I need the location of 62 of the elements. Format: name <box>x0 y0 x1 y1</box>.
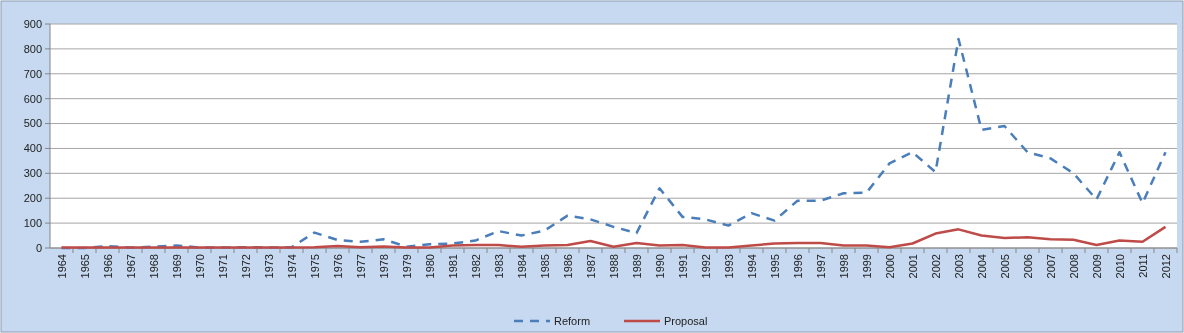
x-tick-label: 1984 <box>515 254 528 279</box>
y-tick-label: 900 <box>23 17 42 30</box>
x-tick-label: 2003 <box>952 254 965 279</box>
x-tick-label: 1969 <box>170 254 183 279</box>
x-tick-label: 1968 <box>147 254 160 279</box>
x-tick-label: 1965 <box>78 254 91 279</box>
y-tick-label: 200 <box>23 192 42 205</box>
legend-label: Proposal <box>664 314 708 327</box>
x-tick-label: 2007 <box>1044 254 1057 279</box>
x-tick-label: 1982 <box>469 254 482 279</box>
x-tick-label: 1981 <box>446 254 459 279</box>
x-tick-label: 2008 <box>1067 254 1080 279</box>
x-tick-label: 1964 <box>55 254 68 279</box>
x-tick-label: 1990 <box>653 254 666 279</box>
x-tick-label: 1983 <box>492 254 505 279</box>
x-tick-label: 1973 <box>262 254 275 279</box>
x-tick-label: 2010 <box>1113 254 1126 279</box>
x-tick-label: 2002 <box>929 254 942 279</box>
x-tick-label: 1970 <box>193 254 206 279</box>
x-tick-label: 1997 <box>814 254 827 279</box>
x-tick-label: 1977 <box>354 254 367 279</box>
x-tick-label: 2011 <box>1136 254 1149 278</box>
x-tick-label: 1991 <box>676 254 689 279</box>
y-tick-label: 0 <box>35 241 42 254</box>
x-tick-label: 1992 <box>699 254 712 279</box>
x-tick-label: 1978 <box>377 254 390 279</box>
x-tick-label: 1989 <box>630 254 643 279</box>
y-tick-label: 400 <box>23 142 42 155</box>
x-tick-label: 1999 <box>860 254 873 279</box>
y-tick-label: 300 <box>23 167 42 180</box>
x-tick-label: 2004 <box>975 254 988 279</box>
line-series <box>60 225 1167 249</box>
x-tick-label: 1976 <box>331 254 344 279</box>
x-tick-label: 1967 <box>124 254 137 279</box>
x-tick-label: 2005 <box>998 254 1011 279</box>
y-tick-label: 100 <box>23 216 42 229</box>
x-tick-label: 2006 <box>1021 254 1034 279</box>
x-tick-label: 1995 <box>768 254 781 279</box>
x-tick-label: 1971 <box>216 254 229 279</box>
y-tick-label: 600 <box>23 92 42 105</box>
x-tick-label: 2001 <box>906 254 919 279</box>
x-tick-label: 1975 <box>308 254 321 279</box>
x-tick-label: 1994 <box>745 254 758 279</box>
x-tick-label: 1972 <box>239 254 252 279</box>
x-tick-label: 1988 <box>607 254 620 279</box>
y-tick-label: 500 <box>23 117 42 130</box>
x-tick-label: 1996 <box>791 254 804 279</box>
x-tick-label: 2012 <box>1159 254 1172 279</box>
x-tick-label: 1985 <box>538 254 551 279</box>
x-tick-label: 1986 <box>561 254 574 279</box>
legend-label: Reform <box>554 314 591 327</box>
y-tick-label: 700 <box>23 67 42 80</box>
x-tick-label: 2009 <box>1090 254 1103 279</box>
x-tick-label: 1966 <box>101 254 114 279</box>
x-tick-label: 1980 <box>423 254 436 279</box>
x-tick-label: 2000 <box>883 254 896 279</box>
y-tick-label: 800 <box>23 42 42 55</box>
x-tick-label: 1998 <box>837 254 850 279</box>
x-tick-label: 1979 <box>400 254 413 279</box>
x-tick-label: 1987 <box>584 254 597 279</box>
x-tick-label: 1974 <box>285 254 298 279</box>
x-tick-label: 1993 <box>722 254 735 279</box>
